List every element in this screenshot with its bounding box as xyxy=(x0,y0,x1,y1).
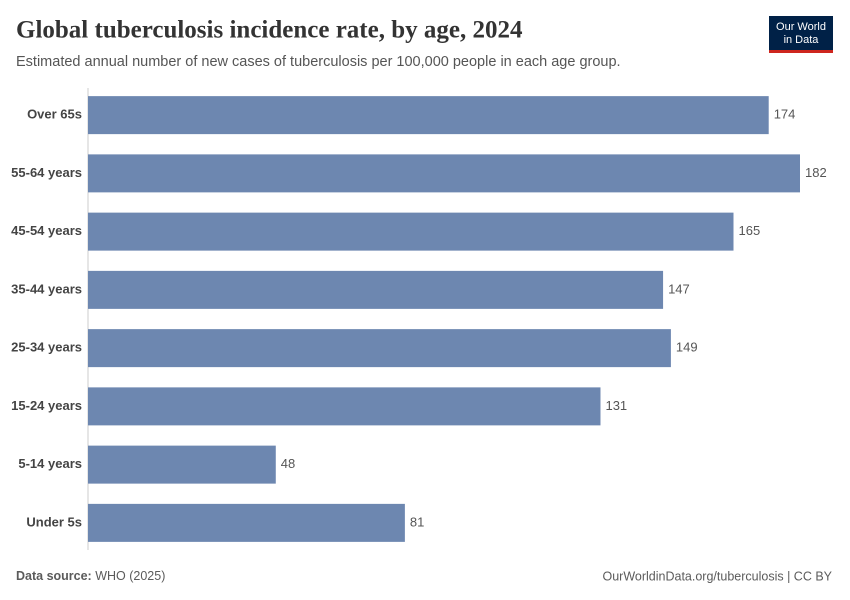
bar xyxy=(88,96,769,135)
y-tick-label: Over 65s xyxy=(27,107,82,122)
logo-text: in Data xyxy=(784,34,820,46)
bar xyxy=(88,329,671,368)
logo-stripe xyxy=(769,50,833,53)
url[interactable]: OurWorldinData.org/tuberculosis | CC BY xyxy=(603,569,833,583)
y-tick-label: 15-24 years xyxy=(11,398,82,413)
data-label: 174 xyxy=(774,107,796,122)
data-label: 165 xyxy=(738,223,760,238)
y-tick-label: 25-34 years xyxy=(11,340,82,355)
data-label: 48 xyxy=(281,456,295,471)
source-label: Data source: xyxy=(16,569,92,583)
source-label: Data source: WHO (2025) xyxy=(16,569,165,583)
bar xyxy=(88,503,405,542)
bar xyxy=(88,270,664,309)
bar xyxy=(88,212,734,251)
bar xyxy=(88,387,601,426)
y-tick-label: 5-14 years xyxy=(18,456,82,471)
data-label: 182 xyxy=(805,165,827,180)
source: WHO (2025) xyxy=(95,569,165,583)
logo-text: Our World xyxy=(776,21,826,33)
bar xyxy=(88,445,276,484)
data-label: 81 xyxy=(410,514,424,529)
y-tick-label: Under 5s xyxy=(26,514,82,529)
chart-title: Global tuberculosis incidence rate, by a… xyxy=(16,17,523,44)
data-label: 131 xyxy=(605,398,627,413)
y-tick-label: 55-64 years xyxy=(11,165,82,180)
data-label: 147 xyxy=(668,281,690,296)
y-tick-label: 35-44 years xyxy=(11,281,82,296)
logo[interactable]: Our World in Data xyxy=(769,16,833,53)
data-label: 149 xyxy=(676,340,698,355)
y-tick-label: 45-54 years xyxy=(11,223,82,238)
bar xyxy=(88,154,800,193)
logo-box xyxy=(769,16,833,50)
chart-subtitle: Estimated annual number of new cases of … xyxy=(16,54,621,70)
